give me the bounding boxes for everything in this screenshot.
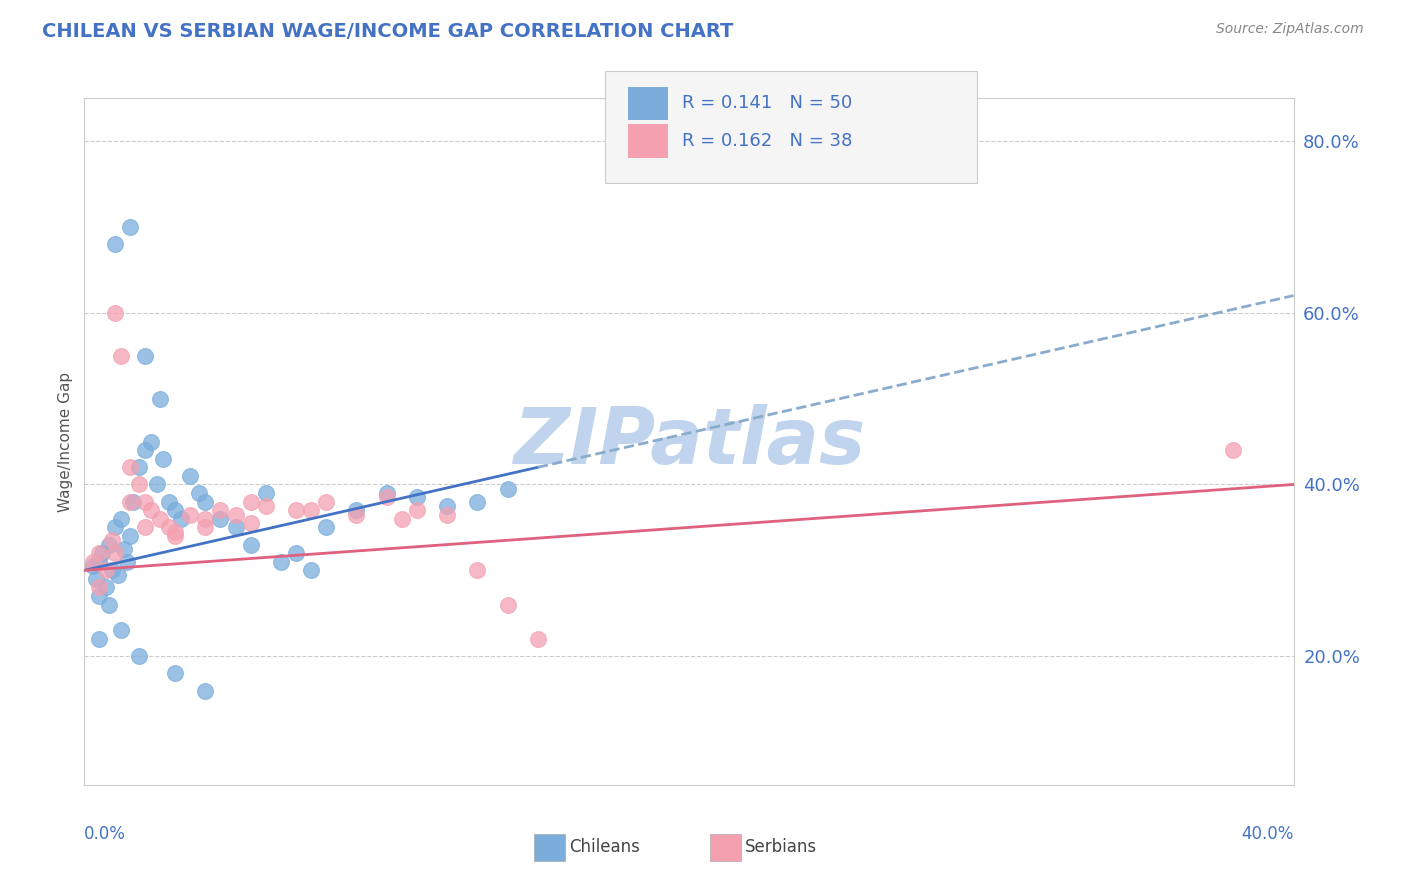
- Point: [225, 520, 247, 534]
- Text: Chileans: Chileans: [569, 838, 640, 856]
- Point: [1222, 443, 1244, 458]
- Point: [134, 349, 156, 363]
- Point: [436, 499, 458, 513]
- Point: [107, 567, 129, 582]
- Point: [157, 494, 180, 508]
- Point: [209, 503, 232, 517]
- Point: [254, 499, 277, 513]
- Point: [165, 529, 187, 543]
- Point: [118, 529, 141, 543]
- Point: [128, 477, 150, 491]
- Point: [346, 503, 368, 517]
- Point: [118, 494, 141, 508]
- Point: [284, 546, 308, 560]
- Text: R = 0.162   N = 38: R = 0.162 N = 38: [682, 132, 852, 150]
- Y-axis label: Wage/Income Gap: Wage/Income Gap: [58, 371, 73, 512]
- Point: [128, 460, 150, 475]
- Point: [149, 512, 172, 526]
- Point: [134, 520, 156, 534]
- Point: [239, 516, 262, 530]
- Point: [149, 392, 172, 406]
- Point: [496, 598, 519, 612]
- Point: [467, 494, 489, 508]
- Point: [118, 460, 141, 475]
- Point: [270, 555, 292, 569]
- Point: [165, 503, 187, 517]
- Point: [104, 237, 127, 252]
- Point: [134, 494, 156, 508]
- Point: [82, 555, 104, 569]
- Point: [375, 491, 398, 505]
- Point: [86, 572, 108, 586]
- Point: [315, 494, 337, 508]
- Text: R = 0.141   N = 50: R = 0.141 N = 50: [682, 94, 852, 112]
- Point: [375, 486, 398, 500]
- Point: [209, 512, 232, 526]
- Point: [194, 683, 217, 698]
- Point: [179, 469, 201, 483]
- Point: [89, 589, 111, 603]
- Text: CHILEAN VS SERBIAN WAGE/INCOME GAP CORRELATION CHART: CHILEAN VS SERBIAN WAGE/INCOME GAP CORRE…: [42, 22, 734, 41]
- Text: Serbians: Serbians: [745, 838, 817, 856]
- Text: Source: ZipAtlas.com: Source: ZipAtlas.com: [1216, 22, 1364, 37]
- Point: [194, 494, 217, 508]
- Point: [94, 563, 117, 577]
- Point: [89, 632, 111, 646]
- Point: [152, 451, 174, 466]
- Point: [97, 598, 120, 612]
- Point: [179, 508, 201, 522]
- Point: [139, 503, 162, 517]
- Point: [128, 649, 150, 664]
- Point: [104, 520, 127, 534]
- Point: [527, 632, 550, 646]
- Point: [118, 219, 141, 234]
- Point: [89, 581, 111, 595]
- Point: [91, 546, 114, 560]
- Point: [89, 555, 111, 569]
- Point: [299, 503, 322, 517]
- Point: [115, 555, 138, 569]
- Point: [315, 520, 337, 534]
- Point: [406, 491, 429, 505]
- Point: [239, 537, 262, 551]
- Point: [97, 537, 120, 551]
- Text: ZIPatlas: ZIPatlas: [513, 403, 865, 480]
- Point: [100, 563, 122, 577]
- Point: [165, 524, 187, 539]
- Point: [110, 349, 132, 363]
- Text: 0.0%: 0.0%: [84, 825, 127, 843]
- Point: [284, 503, 308, 517]
- Point: [121, 494, 143, 508]
- Point: [146, 477, 169, 491]
- Point: [391, 512, 413, 526]
- Point: [346, 508, 368, 522]
- Point: [110, 512, 132, 526]
- Point: [165, 666, 187, 681]
- Point: [194, 512, 217, 526]
- Point: [467, 563, 489, 577]
- Point: [496, 482, 519, 496]
- Point: [82, 559, 104, 574]
- Point: [239, 494, 262, 508]
- Point: [100, 533, 122, 548]
- Point: [188, 486, 211, 500]
- Point: [254, 486, 277, 500]
- Point: [139, 434, 162, 449]
- Point: [110, 624, 132, 638]
- Point: [134, 443, 156, 458]
- Point: [225, 508, 247, 522]
- Point: [406, 503, 429, 517]
- Point: [170, 512, 193, 526]
- Point: [112, 541, 135, 556]
- Point: [157, 520, 180, 534]
- Point: [104, 546, 127, 560]
- Point: [436, 508, 458, 522]
- Point: [104, 306, 127, 320]
- Point: [299, 563, 322, 577]
- Point: [194, 520, 217, 534]
- Point: [94, 581, 117, 595]
- Text: 40.0%: 40.0%: [1241, 825, 1294, 843]
- Point: [89, 546, 111, 560]
